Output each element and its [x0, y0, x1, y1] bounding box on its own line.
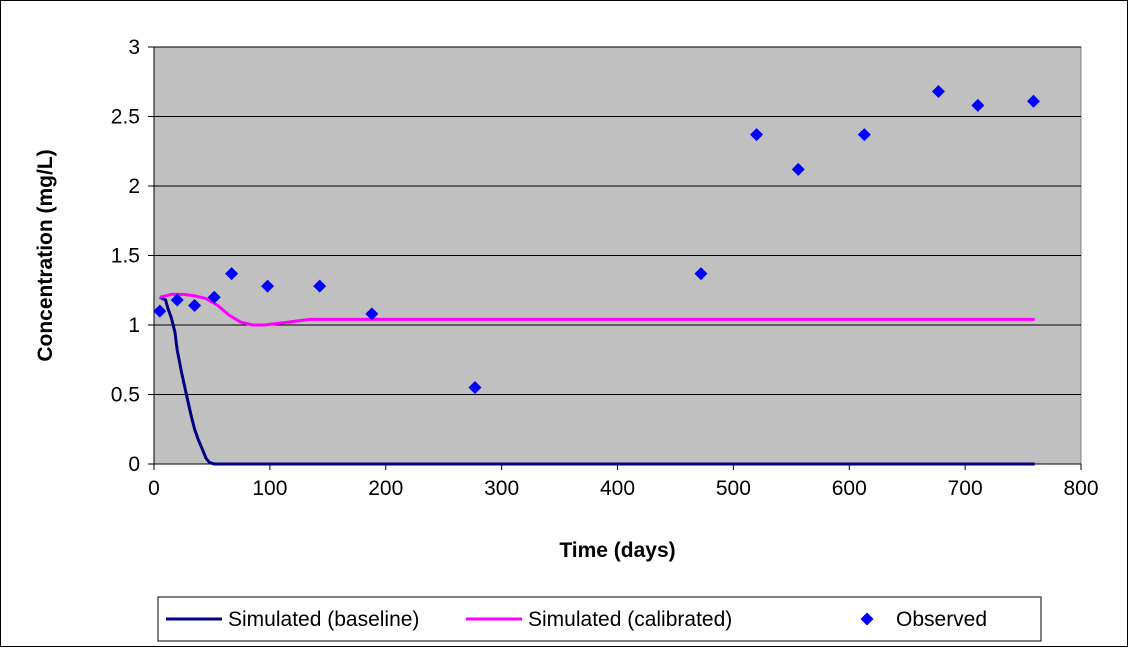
legend-swatch-observed	[860, 612, 874, 626]
observed-point	[468, 381, 482, 395]
observed-point	[1026, 94, 1040, 108]
observed-point	[170, 293, 184, 307]
y-tick-label: 3	[128, 36, 140, 59]
legend-label: Simulated (baseline)	[228, 608, 419, 631]
x-tick-label: 100	[252, 477, 287, 500]
series-line-calibrated	[159, 292, 1035, 327]
observed-point	[261, 279, 275, 293]
x-tick-label: 600	[832, 477, 867, 500]
x-tick-label: 400	[600, 477, 635, 500]
observed-point	[225, 267, 239, 281]
x-tick-label: 300	[484, 477, 519, 500]
observed-point	[971, 98, 985, 112]
observed-point	[188, 299, 202, 313]
y-tick-label: 1	[128, 314, 140, 337]
x-tick-label: 500	[716, 477, 751, 500]
x-tick-label: 0	[148, 477, 160, 500]
y-axis-title: Concentration (mg/L)	[34, 149, 57, 361]
y-tick-label: 2.5	[111, 106, 140, 129]
y-tick-label: 0.5	[111, 384, 140, 407]
x-tick-label: 200	[368, 477, 403, 500]
observed-point	[931, 84, 945, 98]
legend: Simulated (baseline) Simulated (calibrate…	[157, 596, 1042, 642]
observed-point	[365, 307, 379, 321]
x-tick-label: 800	[1063, 477, 1098, 500]
series-line-baseline	[159, 295, 1035, 466]
observed-point	[207, 290, 221, 304]
observed-point	[857, 128, 871, 142]
y-tick-label: 1.5	[111, 245, 140, 268]
observed-point	[791, 162, 805, 176]
observed-point	[153, 304, 167, 318]
observed-point	[750, 128, 764, 142]
y-tick-label: 0	[128, 453, 140, 476]
x-tick-label: 700	[948, 477, 983, 500]
legend-label: Observed	[896, 608, 987, 631]
observed-point	[694, 267, 708, 281]
y-tick-label: 2	[128, 175, 140, 198]
legend-label: Simulated (calibrated)	[528, 608, 732, 631]
observed-point	[313, 279, 327, 293]
legend-box	[157, 596, 1042, 642]
x-axis-title: Time (days)	[559, 539, 675, 562]
